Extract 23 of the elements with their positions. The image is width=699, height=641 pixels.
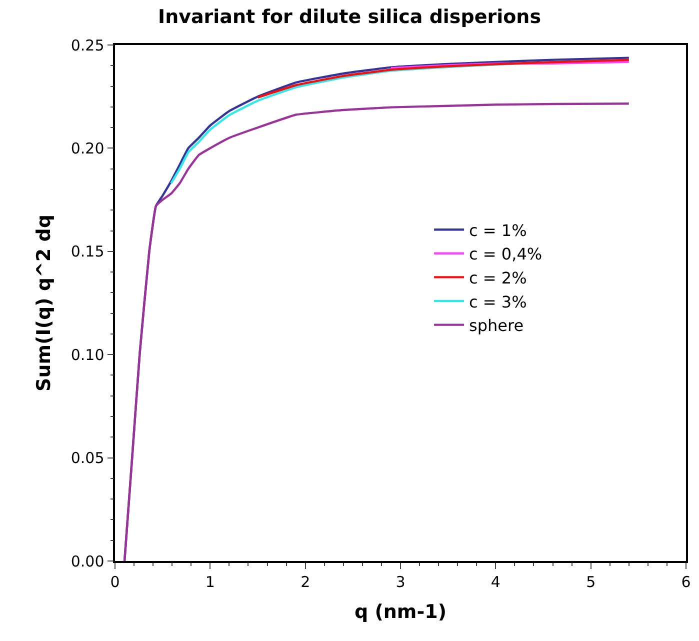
chart-title: Invariant for dilute silica disperions [158, 6, 541, 28]
y-tick-label: 0.15 [70, 242, 104, 261]
line-series [256, 58, 630, 99]
line-series [390, 60, 630, 70]
legend-label: c = 0,4% [469, 244, 542, 264]
legend-label: c = 3% [469, 292, 527, 312]
x-axis-title: q (nm-1) [354, 601, 447, 624]
x-tick-label: 5 [586, 572, 596, 591]
y-tick-label: 0.10 [70, 346, 104, 364]
x-tick-label: 2 [300, 572, 310, 591]
legend-label: c = 2% [469, 268, 527, 288]
x-tick-label: 4 [490, 572, 500, 591]
y-tick-label: 0.00 [70, 552, 104, 570]
legend-label: c = 1% [469, 220, 527, 240]
legend-label: sphere [469, 316, 524, 336]
x-tick-label: 1 [205, 572, 215, 591]
x-tick-label: 6 [681, 572, 691, 591]
x-tick-label: 3 [396, 572, 406, 591]
y-tick-label: 0.05 [70, 449, 104, 468]
y-axis-title: Sum(I(q) q^2 dq [33, 214, 56, 392]
x-tick-label: 0 [110, 572, 120, 591]
y-tick-label: 0.20 [70, 139, 104, 158]
y-tick-label: 0.25 [70, 36, 104, 54]
